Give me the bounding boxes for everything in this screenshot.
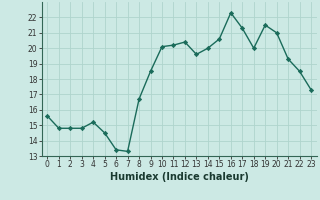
X-axis label: Humidex (Indice chaleur): Humidex (Indice chaleur) xyxy=(110,172,249,182)
